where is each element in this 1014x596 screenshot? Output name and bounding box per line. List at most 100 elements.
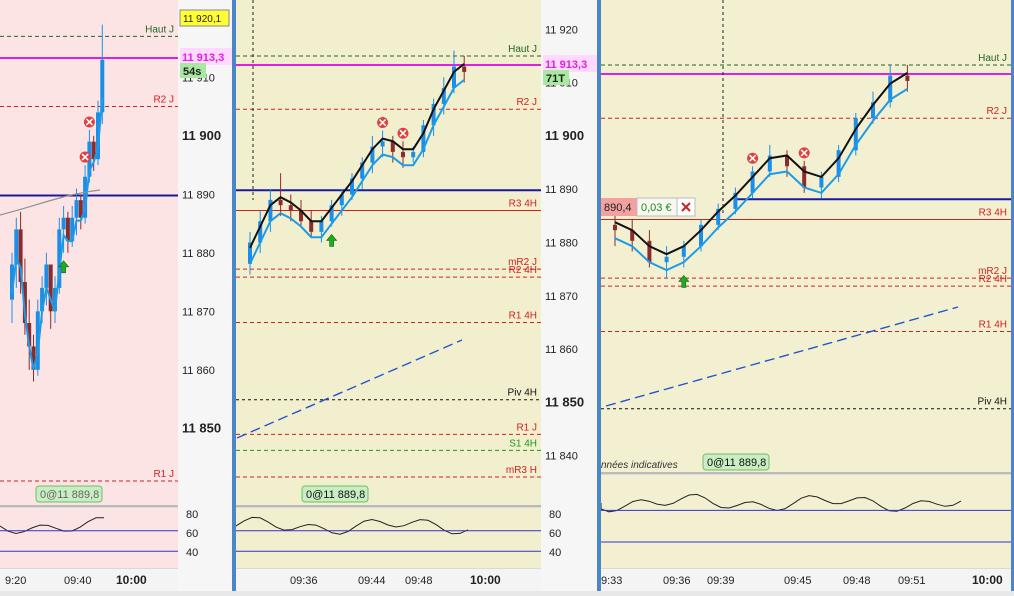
level-label: Haut J bbox=[508, 44, 537, 55]
ma-fast bbox=[614, 88, 908, 272]
candle-body bbox=[750, 171, 755, 193]
order-tag-label: 0@11 889,8 bbox=[40, 489, 99, 501]
bar-timer-label: 71T bbox=[546, 73, 565, 85]
ma-black bbox=[614, 72, 908, 256]
level-label: Piv 4H bbox=[978, 397, 1007, 408]
candle-body bbox=[309, 221, 314, 232]
position-pnl: 0,03 € bbox=[641, 202, 672, 214]
time-tick: 09:39 bbox=[707, 575, 735, 587]
order-tag-box bbox=[35, 485, 103, 503]
candle-body bbox=[278, 199, 283, 206]
time-tick: 09:40 bbox=[64, 575, 92, 587]
moving-averages-right bbox=[614, 72, 908, 272]
price-tick: 11 870 bbox=[545, 291, 578, 303]
price-tick: 11 890 bbox=[545, 184, 578, 196]
panel-separator bbox=[597, 0, 601, 591]
time-tick: 10:00 bbox=[470, 573, 501, 587]
candle-body bbox=[360, 162, 365, 179]
position-box: 890,4 0,03 € bbox=[601, 197, 696, 217]
candle-body bbox=[370, 146, 375, 163]
price-tick: 11 850 bbox=[182, 420, 221, 435]
chart-area-left bbox=[0, 0, 178, 505]
time-tick: 09:48 bbox=[843, 575, 871, 587]
order-tag-box bbox=[702, 453, 770, 471]
candle-body bbox=[802, 166, 807, 188]
level-label: mR2 J bbox=[508, 257, 537, 268]
level-label: Piv 4H bbox=[508, 388, 537, 399]
price-tick: 11 880 bbox=[545, 237, 578, 249]
time-tick: 09:45 bbox=[784, 575, 812, 587]
candle-body bbox=[70, 217, 75, 242]
candle-body bbox=[61, 217, 66, 230]
bar-timer-label: 54s bbox=[183, 66, 201, 78]
price-tick: 11 900 bbox=[545, 128, 584, 143]
candle-body bbox=[48, 264, 53, 312]
order-tag-label: 0@11 889,8 bbox=[707, 457, 766, 469]
candle-body bbox=[10, 264, 14, 300]
candle-body bbox=[733, 192, 738, 209]
candle-body bbox=[248, 242, 252, 264]
oscillator-tick: 60 bbox=[186, 528, 198, 540]
level-label: R2 J bbox=[516, 97, 537, 108]
price-tick: 11 860 bbox=[545, 344, 578, 356]
candle-body bbox=[319, 221, 324, 232]
candle-body bbox=[716, 208, 721, 225]
ma-fast bbox=[249, 79, 465, 265]
candle-body bbox=[268, 199, 273, 222]
candle-body bbox=[339, 194, 344, 206]
price-tick: 11 860 bbox=[182, 365, 215, 377]
candle-body bbox=[390, 141, 395, 152]
level-label: R2 J bbox=[986, 106, 1007, 117]
moving-averages-left bbox=[0, 97, 104, 371]
oscillator-area-middle bbox=[236, 508, 541, 568]
candle-body bbox=[421, 125, 426, 152]
chart-area-right bbox=[601, 0, 1011, 472]
level-label: R2 4H bbox=[509, 265, 537, 276]
position-price-box bbox=[601, 198, 637, 216]
oscillator-tick: 60 bbox=[549, 528, 561, 540]
candle-body bbox=[462, 66, 467, 72]
close-icon[interactable] bbox=[681, 202, 691, 212]
oscillator-area-left bbox=[0, 508, 178, 568]
candle-body bbox=[22, 282, 27, 324]
oscillator-left: 80 60 40 bbox=[0, 509, 198, 559]
time-tick: 9:33 bbox=[601, 575, 622, 587]
sell-signal-icon bbox=[379, 118, 387, 127]
candle-body bbox=[91, 141, 96, 160]
candle-body bbox=[613, 224, 617, 231]
level-label: R1 4H bbox=[979, 319, 1007, 330]
price-tick: 11 920 bbox=[545, 24, 578, 36]
candle-body bbox=[258, 221, 263, 243]
time-tick: 10:00 bbox=[116, 573, 147, 587]
time-axis-middle bbox=[236, 569, 541, 591]
high-badge bbox=[179, 9, 230, 27]
time-tick: 10:00 bbox=[972, 573, 1003, 587]
candles-left bbox=[10, 24, 105, 382]
ma-slow bbox=[0, 189, 101, 216]
trendline bbox=[605, 306, 959, 407]
candle-body bbox=[18, 229, 23, 283]
order-tag-label: 0@11 889,8 bbox=[306, 489, 365, 501]
time-tick: 09:36 bbox=[290, 575, 318, 587]
sell-signal-icon bbox=[85, 118, 93, 126]
level-label: R2 J bbox=[153, 95, 174, 106]
candle-body bbox=[647, 240, 652, 263]
candle-body bbox=[871, 102, 875, 119]
order-tag: 0@11 889,8 bbox=[702, 453, 770, 471]
order-tag: 0@11 889,8 bbox=[301, 485, 369, 503]
candle-body bbox=[57, 229, 62, 288]
sell-signal-icon bbox=[800, 149, 808, 157]
current-price-badge-label: 11 913,3 bbox=[545, 59, 587, 71]
candle-body bbox=[664, 256, 669, 263]
moving-averages-middle bbox=[249, 63, 465, 265]
price-tick: 11 850 bbox=[545, 394, 584, 409]
order-tag-box bbox=[301, 485, 369, 503]
sell-signal-icon bbox=[749, 154, 757, 162]
level-label: mR3 H bbox=[506, 465, 537, 476]
candle-body bbox=[905, 75, 910, 81]
price-axis-middle bbox=[541, 0, 601, 591]
candle-body bbox=[96, 112, 100, 160]
position-price: 890,4 bbox=[604, 202, 632, 214]
candle-body bbox=[853, 118, 858, 151]
